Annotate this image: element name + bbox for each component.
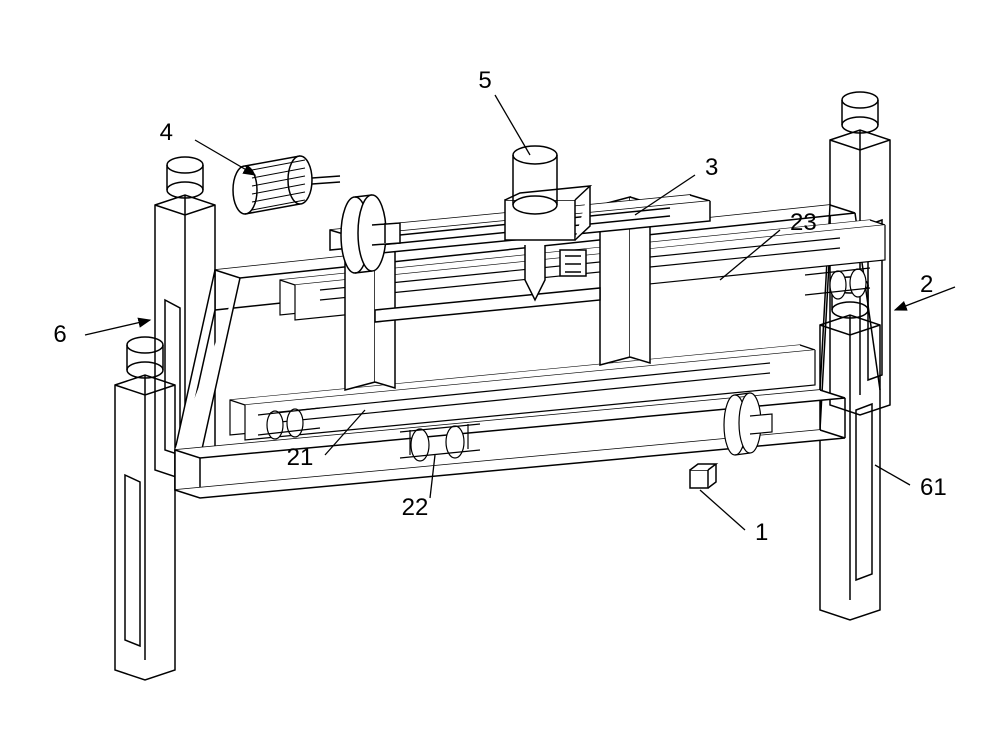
label-1: 1 <box>755 519 768 546</box>
label-23: 23 <box>790 209 817 236</box>
label-2: 2 <box>920 271 933 298</box>
drive-motor <box>233 156 400 273</box>
label-3: 3 <box>705 154 718 181</box>
label-61: 61 <box>920 474 947 501</box>
label-22: 22 <box>402 494 429 521</box>
label-21: 21 <box>287 444 314 471</box>
label-4: 4 <box>160 119 173 146</box>
label-5: 5 <box>478 67 491 94</box>
column-front-left <box>115 337 175 680</box>
technical-drawing: 4 5 3 23 2 6 21 22 1 61 <box>0 0 1000 734</box>
label-6: 6 <box>53 321 66 348</box>
